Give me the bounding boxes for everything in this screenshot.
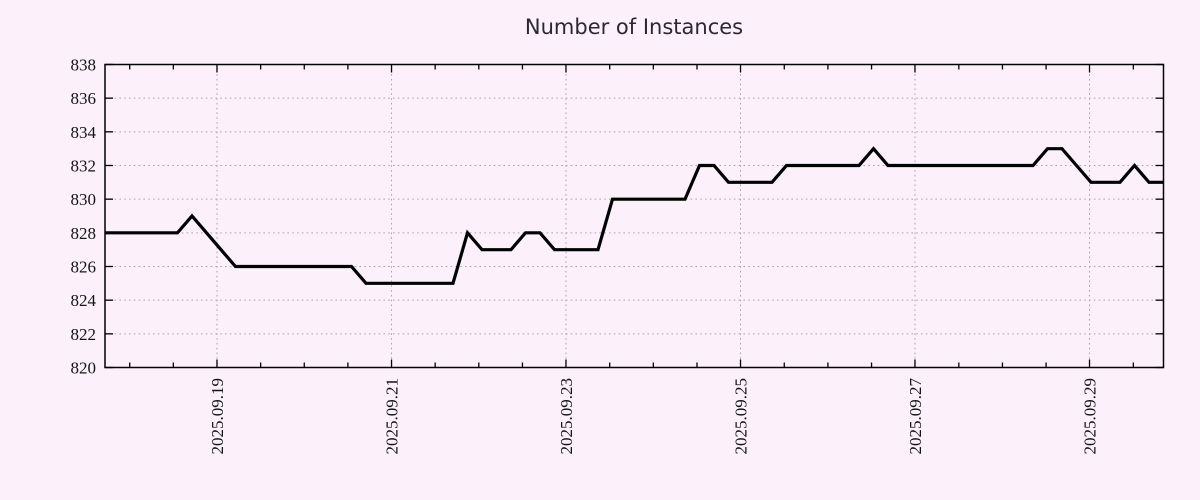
y-axis-label: 820	[71, 359, 97, 378]
y-axis-label: 838	[71, 56, 97, 75]
x-axis-label: 2025.09.23	[557, 378, 576, 455]
x-axis-label: 2025.09.27	[906, 378, 925, 455]
chart-title: Number of Instances	[524, 15, 744, 39]
y-axis-label: 834	[71, 123, 97, 142]
y-axis-label: 836	[71, 89, 97, 108]
y-axis-label: 830	[71, 190, 97, 209]
x-axis-label: 2025.09.21	[383, 378, 402, 455]
y-axis-label: 832	[71, 157, 97, 176]
x-axis-label: 2025.09.25	[732, 378, 751, 455]
y-axis-label: 824	[71, 291, 97, 310]
y-axis-label: 826	[71, 258, 97, 277]
y-axis-label: 822	[71, 325, 97, 344]
data-line	[105, 146, 1164, 285]
y-axis-label: 828	[71, 224, 97, 243]
x-axis-label: 2025.09.29	[1081, 378, 1100, 455]
x-axis-label: 2025.09.19	[208, 378, 227, 455]
plot-border	[104, 63, 1165, 369]
